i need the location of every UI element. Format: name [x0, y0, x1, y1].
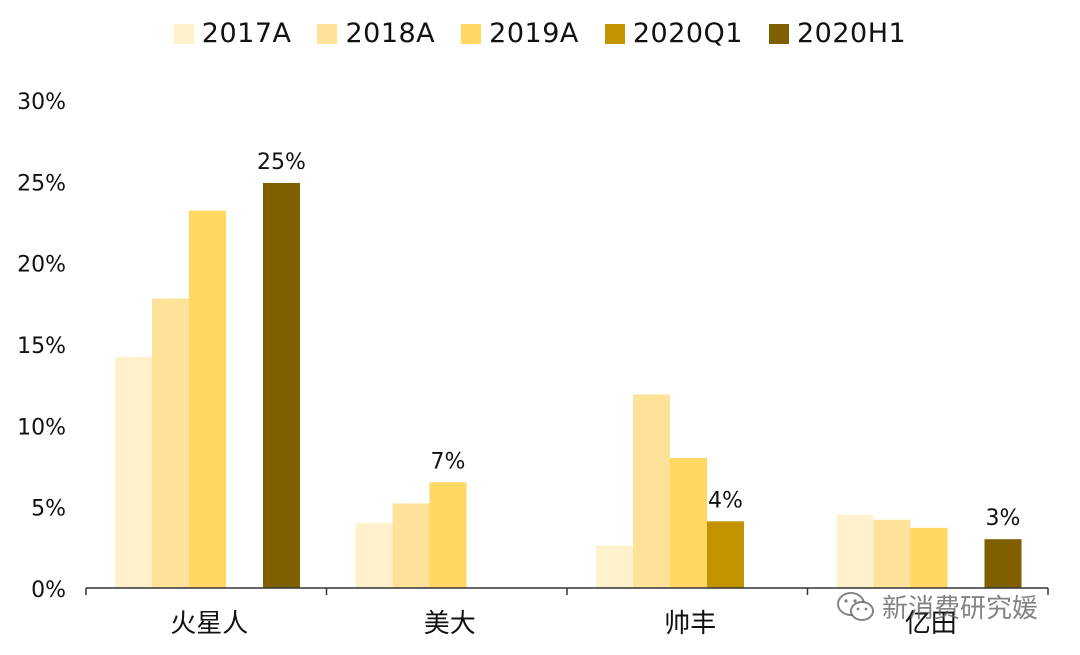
y-tick-label: 30%: [17, 90, 66, 115]
legend-swatch: [604, 23, 625, 44]
y-tick-label: 0%: [31, 578, 66, 603]
bar: [392, 503, 430, 588]
bar: [836, 514, 874, 588]
legend-swatch: [769, 23, 789, 44]
y-tick-label: 25%: [17, 171, 66, 196]
watermark-text: 新消费研究媛: [882, 594, 1039, 624]
legend-swatch: [173, 23, 194, 44]
x-category-label: 帅丰: [664, 609, 716, 639]
y-tick-label: 20%: [17, 253, 66, 278]
legend-item: 2017A: [173, 18, 292, 49]
data-label: 4%: [708, 488, 743, 513]
legend-item: 2019A: [461, 18, 579, 49]
wechat-icon: [837, 591, 874, 621]
legend-label: 2020H1: [797, 18, 907, 49]
bar: [355, 522, 393, 588]
data-label: 3%: [986, 506, 1021, 531]
legend-label: 2017A: [201, 18, 292, 49]
legend: 2017A 2018A 2019A 2020Q1 2020H1: [0, 18, 1080, 49]
legend-item: 2020Q1: [604, 18, 743, 49]
bar: [707, 521, 744, 588]
data-label: 7%: [431, 449, 466, 474]
bar: [984, 539, 1022, 588]
legend-label: 2018A: [345, 18, 436, 49]
x-category-label: 火星人: [170, 609, 248, 639]
y-tick-label: 15%: [17, 334, 66, 359]
x-category-label: 美大: [424, 609, 476, 639]
bar: [633, 394, 670, 588]
bar: [910, 527, 948, 588]
bar: [115, 357, 152, 588]
bar: [596, 545, 633, 588]
legend-item: 2020H1: [769, 18, 906, 49]
bar: [873, 519, 911, 588]
x-category-label: 亿田: [905, 609, 957, 639]
y-tick-label: 5%: [31, 497, 66, 522]
y-tick-label: 10%: [17, 415, 66, 440]
legend-label: 2019A: [489, 18, 579, 49]
bar: [152, 298, 189, 588]
bar: [670, 457, 707, 588]
legend-label: 2020Q1: [632, 18, 743, 49]
watermark: 新消费研究媛: [836, 588, 1038, 625]
legend-swatch: [317, 23, 338, 44]
bar: [263, 182, 300, 588]
bar: [429, 482, 467, 588]
legend-item: 2018A: [317, 18, 435, 49]
bar: [189, 210, 226, 588]
legend-swatch: [461, 23, 482, 44]
data-label: 25%: [257, 150, 306, 175]
